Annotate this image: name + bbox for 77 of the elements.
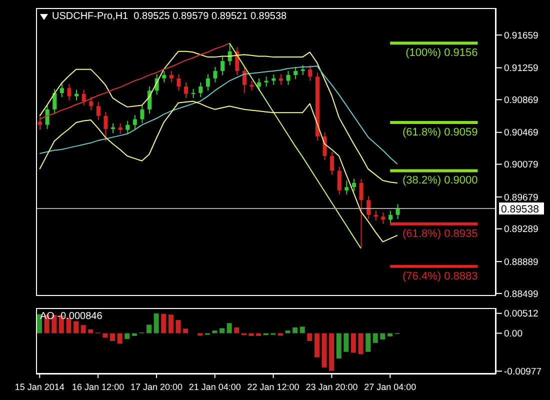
- bar: [132, 333, 137, 336]
- bar: [88, 329, 94, 334]
- bar: [292, 327, 298, 334]
- line-series: [39, 66, 398, 165]
- bar: [322, 333, 327, 368]
- bar: [256, 333, 262, 336]
- candlestick: [344, 180, 349, 194]
- ref-line-label: (38.2%) 0.9000: [402, 174, 478, 187]
- x-tick-label: 23 Jan 20:00: [306, 382, 358, 392]
- bar: [117, 333, 122, 344]
- candlestick: [169, 70, 174, 82]
- bar: [387, 333, 392, 336]
- y-tick-label: 0.88499: [504, 288, 538, 300]
- bar: [336, 333, 342, 358]
- bar: [110, 333, 116, 341]
- y-tick-label: 0.89679: [504, 192, 538, 204]
- bar: [380, 333, 386, 340]
- bar: [74, 321, 79, 334]
- bar: [350, 333, 356, 353]
- x-tick-label: 15 Jan 2014: [14, 382, 64, 392]
- ref-line-label: 0.89538: [501, 203, 540, 216]
- y-tick-label: 0.90079: [504, 160, 538, 171]
- bar: [176, 320, 181, 334]
- line-series: [39, 50, 398, 184]
- y-tick-label: 0.91259: [504, 63, 538, 74]
- bar: [80, 325, 86, 334]
- bar: [220, 328, 225, 334]
- line-series: [39, 42, 230, 120]
- x-tick-label: 17 Jan 20:00: [130, 382, 182, 392]
- bar: [183, 328, 188, 334]
- line-series: [228, 42, 362, 249]
- y-tick-label: 0.90869: [504, 95, 538, 106]
- bar: [234, 327, 240, 334]
- bar: [307, 333, 312, 341]
- y-tick-label: 0.88889: [504, 256, 538, 268]
- y-tick-label: -0.00977: [504, 366, 542, 378]
- x-tick-label: 22 Jan 12:00: [247, 382, 300, 392]
- candlestick: [381, 212, 386, 224]
- y-tick-label: 0.90469: [504, 128, 538, 139]
- y-tick-label: 0.00512: [504, 308, 538, 320]
- bar: [358, 333, 364, 354]
- bar: [212, 330, 218, 334]
- line-series: [39, 100, 398, 242]
- bar: [226, 323, 232, 334]
- bar: [344, 333, 349, 352]
- bar: [300, 326, 305, 334]
- candlestick: [272, 74, 276, 85]
- bar: [198, 333, 203, 336]
- bar: [154, 313, 159, 334]
- candlestick: [278, 74, 283, 85]
- y-tick-label: 0.00: [504, 328, 522, 340]
- ref-line-label: (76.4%) 0.8883: [402, 270, 478, 282]
- bar: [278, 333, 283, 336]
- bar: [161, 314, 166, 334]
- bar: [329, 333, 334, 371]
- ref-line-label: (100%) 0.9156: [406, 47, 478, 60]
- x-tick-label: 27 Jan 04:00: [364, 382, 416, 392]
- ref-line-label: (61.8%) 0.9059: [402, 126, 478, 138]
- candlestick: [162, 70, 166, 82]
- x-tick-label: 16 Jan 12:00: [72, 382, 124, 392]
- bar: [372, 333, 378, 343]
- ref-line-label: (61.8%) 0.8935: [402, 228, 478, 240]
- bar: [102, 333, 108, 338]
- candlestick: [191, 88, 196, 98]
- bar: [146, 324, 152, 334]
- y-tick-label: 0.89289: [504, 224, 538, 236]
- y-tick-label: 0.91659: [504, 30, 538, 42]
- bar: [168, 314, 174, 334]
- x-tick-label: 21 Jan 04:00: [188, 382, 241, 392]
- bar: [37, 314, 42, 334]
- bar: [314, 333, 320, 358]
- bar: [248, 333, 254, 336]
- chart-title: USDCHF-Pro,H1 0.89525 0.89579 0.89521 0.89538: [52, 11, 287, 22]
- bar: [66, 318, 72, 334]
- bar: [366, 333, 371, 352]
- bar: [285, 330, 290, 334]
- bar: [124, 333, 130, 340]
